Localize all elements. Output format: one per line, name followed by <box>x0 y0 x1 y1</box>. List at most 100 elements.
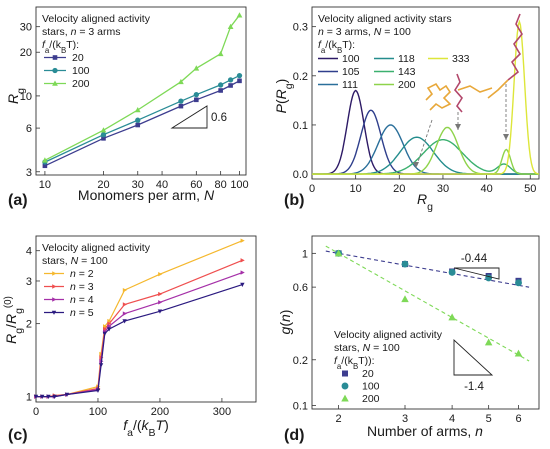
y-axis-label: g(n) <box>277 310 293 335</box>
data-point <box>334 249 343 257</box>
legend-title-line: Velocity aligned activity stars <box>318 13 452 25</box>
legend-entry: 20 <box>72 52 84 64</box>
y-tick-label: 0.2 <box>293 355 308 367</box>
data-point <box>194 97 199 103</box>
data-point <box>515 279 522 287</box>
star-snapshot-extended <box>454 73 463 113</box>
data-point <box>401 295 409 303</box>
legend-title-line: Velocity aligned activity <box>334 329 443 341</box>
data-point <box>135 117 141 123</box>
data-point <box>218 88 223 93</box>
legend-marker <box>341 394 349 402</box>
slope-triangle <box>453 338 494 376</box>
y-tick-label: 4 <box>26 246 32 258</box>
data-point <box>158 291 163 297</box>
data-point <box>98 363 104 368</box>
y-axis-label: Rg <box>5 88 27 104</box>
legend-title-line: fa/(kBT): <box>42 39 79 55</box>
y-tick-label: 0.1 <box>293 120 308 132</box>
data-point <box>157 309 163 314</box>
x-tick-label: 40 <box>480 183 492 195</box>
x-tick-label: 100 <box>89 406 107 418</box>
data-point <box>64 392 70 397</box>
x-tick-label: 0 <box>309 183 315 195</box>
panel-d: 2 3 4 5 6 0.1 0.2 0.6 1 -0.44 -1.4 Velocity aligned… <box>277 235 540 444</box>
panel-b: 0 10 20 30 40 50 0.0 0.1 0.2 0.3 Velocity aligned … <box>273 6 540 213</box>
slope-label: -1.4 <box>464 381 484 393</box>
x-tick-label: 10 <box>350 183 362 195</box>
data-point <box>193 92 199 98</box>
data-point <box>100 132 107 138</box>
y-tick-label: 6 <box>26 123 32 135</box>
data-point <box>122 311 128 316</box>
slope-triangle <box>453 267 500 280</box>
legend-entry: 111 <box>342 79 358 91</box>
star-snapshot-extended <box>457 85 493 93</box>
series-3 <box>33 282 245 400</box>
data-point <box>448 313 456 321</box>
legend-entry: 118 <box>398 53 415 65</box>
legend-entry: 20 <box>362 368 374 380</box>
panel-c: 0 100 200 300 1 2 3 4 Velocity aligned activitys… <box>3 235 257 444</box>
y-tick-label: 20 <box>20 47 32 59</box>
y-tick-label: 0.1 <box>293 401 308 413</box>
plot-frame <box>35 235 257 403</box>
panel-label: (b) <box>284 192 304 209</box>
data-point <box>106 327 112 332</box>
data-point <box>33 394 39 400</box>
x-tick-label: 30 <box>132 179 144 191</box>
distribution-curve-100 <box>312 89 539 175</box>
legend-marker <box>341 382 349 390</box>
legend-marker <box>52 80 58 86</box>
x-tick-label: 50 <box>524 183 536 195</box>
y-tick-label: 1 <box>26 392 32 404</box>
legend-title-line: n = 3 arms, N = 100 <box>318 26 411 38</box>
x-axis-label: Monomers per arm, N <box>78 187 215 203</box>
snapshot-arrowhead <box>413 162 419 168</box>
x-tick-label: 20 <box>97 179 109 191</box>
x-axis-label: Rg <box>417 191 433 213</box>
x-tick-label: 5 <box>486 413 492 425</box>
x-axis-label: Number of arms, n <box>367 423 483 439</box>
legend-marker <box>52 271 57 276</box>
data-point <box>236 12 243 18</box>
panel-label: (a) <box>8 192 28 209</box>
y-tick-label: 3 <box>26 167 32 179</box>
x-tick-label: 10 <box>39 179 51 191</box>
y-tick-label: 3 <box>26 276 32 288</box>
data-point <box>227 77 234 83</box>
legend-entry: 200 <box>362 393 380 405</box>
y-tick-label: 0.3 <box>293 22 308 34</box>
plot-frame <box>311 235 540 410</box>
data-point <box>52 394 57 400</box>
series-200 <box>334 249 523 357</box>
snapshot-arrowhead <box>455 124 461 130</box>
data-point <box>484 338 493 346</box>
legend-entry: 105 <box>342 66 360 78</box>
series-2 <box>34 270 245 399</box>
legend-entry: 100 <box>362 381 380 393</box>
panel-label: (d) <box>284 427 304 444</box>
legend-title-line: Velocity aligned activity <box>42 242 151 254</box>
x-tick-label: 4 <box>449 413 455 425</box>
legend-entry: 333 <box>452 53 470 65</box>
data-point <box>240 238 245 243</box>
y-tick-label: 0.2 <box>293 71 308 83</box>
data-point <box>237 78 242 84</box>
x-tick-label: 300 <box>213 406 231 418</box>
x-tick-label: 30 <box>437 183 449 195</box>
data-point <box>100 127 107 133</box>
data-point <box>39 394 45 400</box>
data-point <box>158 300 163 305</box>
data-point <box>217 50 224 57</box>
legend-marker <box>342 370 348 377</box>
y-tick-label: 30 <box>20 22 32 34</box>
legend-entry: 100 <box>342 53 360 65</box>
y-tick-label: 1 <box>302 248 308 260</box>
legend-entry: n = 4 <box>70 294 94 306</box>
data-point <box>102 331 107 336</box>
legend-entry: 200 <box>398 79 416 91</box>
y-axis-label: Rg/Rg(0) <box>3 296 26 344</box>
star-snapshot-stretched <box>507 13 523 81</box>
series-line <box>36 284 243 398</box>
